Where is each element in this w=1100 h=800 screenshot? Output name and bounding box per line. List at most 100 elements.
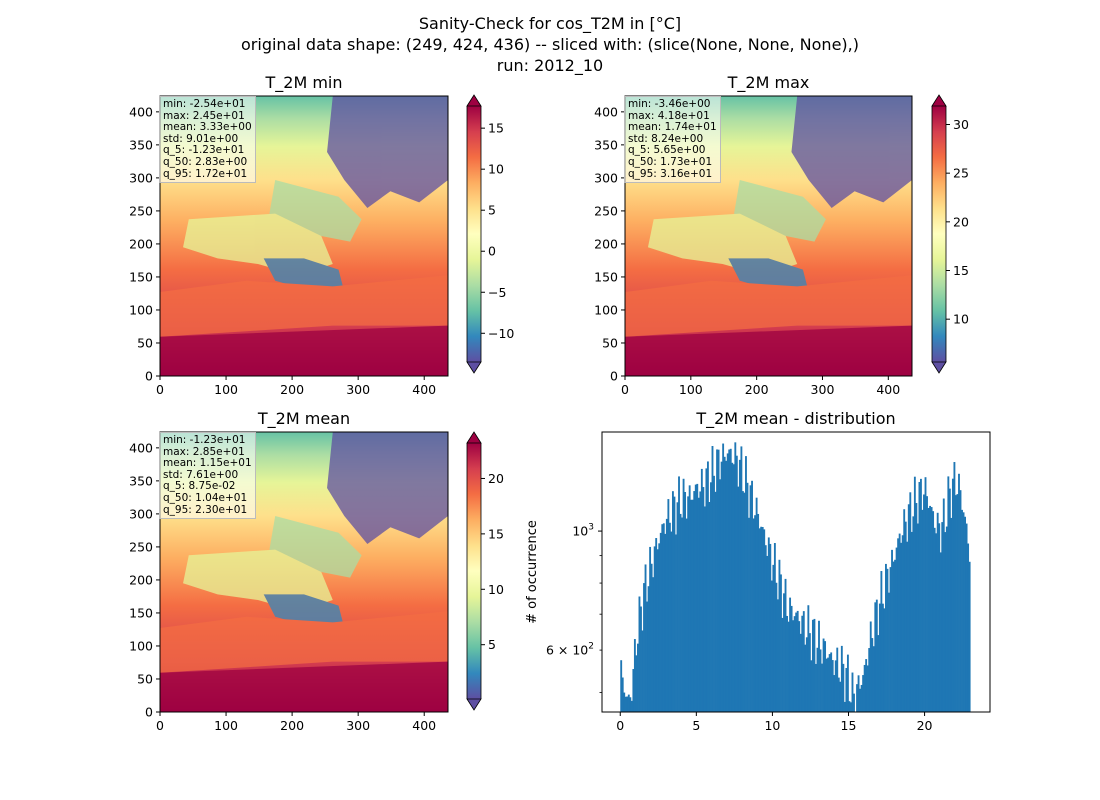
map-regions <box>160 96 448 376</box>
histogram-bar <box>687 496 690 712</box>
histogram-bar <box>640 606 642 712</box>
histogram-bar <box>780 574 782 712</box>
histogram-bar <box>621 677 624 712</box>
histogram-bar <box>641 630 644 712</box>
histogram-bar <box>888 592 890 712</box>
x-tick-label: 400 <box>412 382 436 397</box>
histogram-bar <box>863 664 866 712</box>
histogram-bar <box>824 641 827 712</box>
stat-line: min: -1.23e+01 <box>163 434 246 446</box>
histogram-bar <box>643 583 645 712</box>
histogram-bar <box>760 526 763 712</box>
y-tick-label: 50 <box>137 671 153 686</box>
map-region <box>625 325 912 376</box>
histogram-bar <box>792 620 795 712</box>
histogram-bar <box>665 518 668 712</box>
histogram-bar <box>776 599 779 712</box>
colorbar <box>467 106 481 362</box>
histogram-bar <box>783 593 785 712</box>
y-axis-label: # of occurrence <box>525 520 540 624</box>
stat-line: q_95: 1.72e+01 <box>163 167 248 180</box>
histogram-bar <box>933 527 936 712</box>
x-tick-label: 300 <box>346 718 370 733</box>
y-tick-label: 250 <box>594 203 618 218</box>
histogram-bar <box>646 601 648 712</box>
histogram-bar <box>846 654 849 712</box>
histogram-bar <box>915 503 918 712</box>
histogram-bar <box>719 479 722 712</box>
map-region <box>327 432 448 544</box>
histogram-bar <box>696 483 699 712</box>
histogram-bar <box>889 567 892 712</box>
x-tick-label: 100 <box>214 382 238 397</box>
histogram-bar <box>746 482 749 712</box>
histogram-bar <box>627 694 630 712</box>
histogram-bar <box>869 621 872 712</box>
histogram-bar <box>936 512 939 712</box>
histogram-bar <box>786 615 788 712</box>
histogram-bar <box>836 647 839 712</box>
y-tick-label: 50 <box>602 335 618 350</box>
histogram-bar <box>956 494 959 712</box>
y-tick-label: 150 <box>594 269 618 284</box>
y-tick-label: 6 × 102 <box>546 642 594 658</box>
histogram-bar <box>837 677 840 712</box>
map-regions <box>625 96 912 376</box>
y-tick-label: 250 <box>129 539 153 554</box>
histogram-bar <box>667 499 670 712</box>
histogram-bar <box>801 615 804 712</box>
histogram-bar <box>624 696 627 712</box>
x-tick-label: 15 <box>841 718 857 733</box>
histogram-bar <box>649 546 652 712</box>
histogram-bar <box>816 647 819 712</box>
histogram-bar <box>708 502 711 712</box>
histogram-bar <box>968 561 971 712</box>
histogram-bar <box>819 649 822 712</box>
histogram-bar <box>722 443 725 712</box>
y-tick-label: 50 <box>137 335 153 350</box>
map-region <box>160 661 448 712</box>
histogram-bar <box>935 533 938 712</box>
map-region <box>160 275 448 337</box>
histogram-bar <box>822 638 825 712</box>
histogram-bar <box>825 658 828 712</box>
histogram-bar <box>740 446 743 712</box>
histogram-bar <box>878 603 881 712</box>
histogram-bar <box>673 496 676 712</box>
histogram-bar <box>703 506 706 712</box>
histogram-bar <box>699 491 702 712</box>
histogram-bar <box>802 611 805 712</box>
histogram-bar <box>948 488 951 712</box>
histogram-bar <box>850 702 852 712</box>
histogram-bar <box>638 596 641 712</box>
stat-line: q_50: 1.04e+01 <box>163 491 248 504</box>
histogram-bar <box>749 485 752 712</box>
histogram-bar <box>831 660 834 712</box>
histogram-bar <box>813 618 816 712</box>
subplot-title: T_2M min <box>264 73 342 93</box>
histogram-bar <box>714 491 717 712</box>
histogram-bar <box>921 509 924 712</box>
x-tick-label: 300 <box>346 382 370 397</box>
histogram-bar <box>700 468 703 712</box>
colorbar <box>932 106 946 362</box>
histogram-bar <box>743 492 746 712</box>
histogram-bar <box>871 638 874 712</box>
histogram-bar <box>784 578 787 712</box>
histogram-bar <box>815 663 817 712</box>
histogram-bar <box>830 652 833 712</box>
histogram-bar <box>697 497 700 712</box>
map-region <box>263 258 345 292</box>
histogram-bar <box>773 543 776 712</box>
histogram-bar <box>845 667 848 712</box>
figure-title-line-1: Sanity-Check for cos_T2M in [°C] <box>418 14 682 33</box>
histogram-bar <box>752 518 755 712</box>
histogram-bar <box>770 580 773 712</box>
stat-line: max: 2.85e+01 <box>163 445 245 458</box>
histogram-bar <box>691 499 694 712</box>
histogram-bar <box>684 492 687 712</box>
stat-line: q_95: 2.30e+01 <box>163 503 248 516</box>
stat-line: q_5: 8.75e-02 <box>163 480 236 493</box>
map-region <box>625 275 912 337</box>
histogram-bar <box>895 547 898 712</box>
